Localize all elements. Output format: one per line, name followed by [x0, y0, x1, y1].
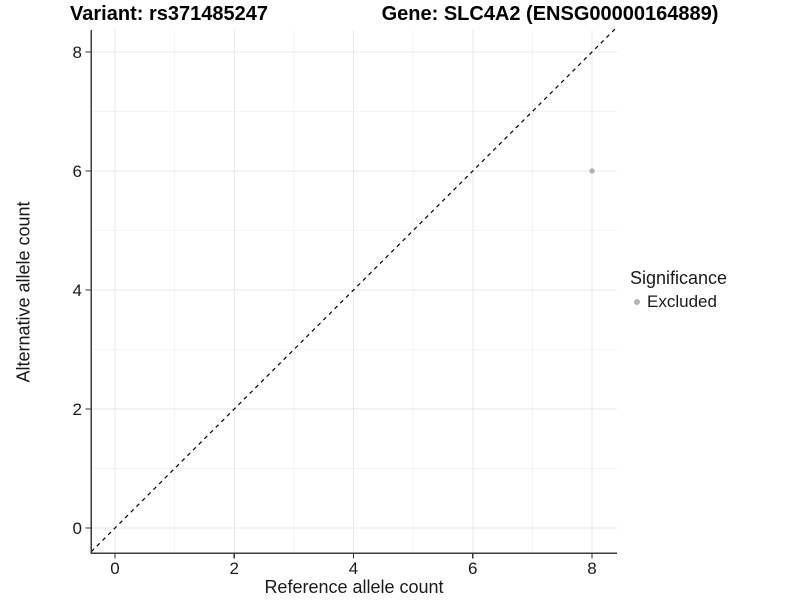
x-axis-title: Reference allele count [264, 577, 444, 597]
variant-title: Variant: rs371485247 [70, 3, 268, 25]
identity-reference-line [90, 27, 617, 553]
y-tick-label: 8 [73, 43, 82, 62]
legend-item-label: Excluded [647, 292, 717, 311]
x-tick-label: 4 [349, 559, 358, 578]
data-point [589, 168, 595, 174]
x-tick-label: 8 [587, 559, 596, 578]
y-tick-label: 2 [73, 400, 82, 419]
y-tick-label: 0 [73, 519, 82, 538]
x-tick-label: 6 [468, 559, 477, 578]
y-axis-title: Alternative allele count [13, 201, 34, 383]
y-tick-label: 6 [73, 162, 82, 181]
x-tick-label: 2 [230, 559, 239, 578]
gene-title: Gene: SLC4A2 (ENSG00000164889) [381, 3, 719, 25]
y-tick-label: 4 [73, 281, 82, 300]
excluded-point-icon [634, 299, 640, 305]
legend: Significance Excluded [630, 268, 727, 312]
legend-title: Significance [630, 268, 728, 288]
legend-item-excluded: Excluded [630, 292, 727, 312]
x-tick-label: 0 [110, 559, 119, 578]
